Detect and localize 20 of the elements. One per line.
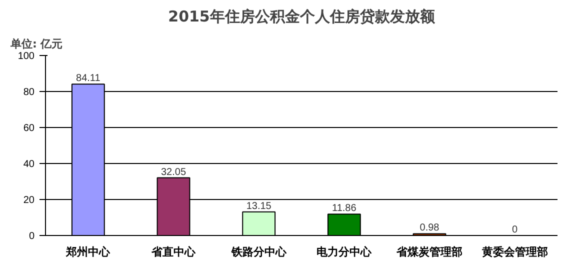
data-label: 0 — [512, 224, 518, 236]
x-tick-label: 黄委会管理部 — [480, 246, 548, 258]
data-label: 84.11 — [76, 73, 101, 84]
text: 单位: 亿元 — [10, 38, 63, 50]
data-label: 0.98 — [420, 222, 440, 234]
chart-title: 2015年住房公积金个人住房贷款发放额 — [168, 8, 436, 26]
x-tick-label: 省煤炭管理部 — [396, 246, 462, 258]
y-tick-label: 0 — [28, 231, 35, 242]
x-tick-label: 电力分中心 — [316, 246, 373, 258]
x-tick-label: 铁路分中心 — [230, 246, 288, 258]
y-tick-label: 80 — [23, 87, 35, 98]
x-tick-label: 郑州中心 — [65, 246, 112, 258]
data-label: 13.15 — [246, 200, 272, 212]
y-tick-label: 60 — [23, 123, 35, 134]
y-tick-label: 20 — [23, 195, 35, 206]
data-label: 11.86 — [332, 203, 357, 214]
y-tick-label: 40 — [23, 159, 35, 170]
y-tick-label: 100 — [18, 51, 35, 62]
x-tick-label: 省直中心 — [150, 246, 196, 258]
data-label: 32.05 — [160, 166, 186, 178]
